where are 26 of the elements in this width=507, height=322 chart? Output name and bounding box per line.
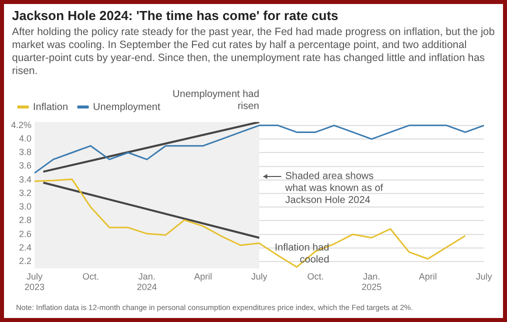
- x-tick-label: July: [476, 271, 492, 282]
- y-tick-label: 2.6: [19, 228, 32, 239]
- x-tick-label: Jan. 2024: [136, 271, 157, 292]
- y-tick-label: 3.8: [19, 147, 32, 158]
- annotation: Unemployment had risen: [172, 88, 260, 112]
- y-tick-label: 3.4: [19, 174, 32, 184]
- band-label: Shaded area shows what was known as of Jackson Hole 2024: [284, 171, 384, 206]
- y-tick-label: 3.0: [19, 202, 32, 212]
- x-tick-label: July 2023: [24, 271, 45, 292]
- x-tick-label: Oct.: [307, 271, 324, 282]
- x-tick-label: Jan. 2025: [362, 271, 382, 292]
- y-tick-label: 2.4: [19, 242, 32, 252]
- y-tick-label: 3.6: [19, 160, 32, 171]
- y-tick-label: 4.0: [19, 134, 32, 144]
- x-tick-label: April: [194, 271, 212, 282]
- y-tick-label: 2.2: [19, 256, 32, 266]
- x-tick-label: Oct.: [82, 271, 99, 282]
- chart-subtitle: After holding the policy rate steady for the past year, the Fed had made progress on inflation, but the job market was cooling. In September the Fed cut rates by half a percentage point, and two additional quarter-point cuts by year-end. Since then, the unemployment rate has changed little and inflation has risen.: [12, 26, 495, 78]
- legend-label: Unemployment: [93, 102, 160, 113]
- y-tick-label: 2.8: [19, 215, 32, 226]
- x-tick-label: July: [251, 271, 268, 282]
- x-tick-label: April: [418, 271, 437, 282]
- y-tick-label: 4.2%: [11, 120, 32, 130]
- y-tick-label: 3.2: [19, 188, 32, 198]
- chart-title: Jackson Hole 2024: 'The time has come' for rate cuts: [12, 8, 340, 23]
- legend-label: Inflation: [33, 102, 68, 113]
